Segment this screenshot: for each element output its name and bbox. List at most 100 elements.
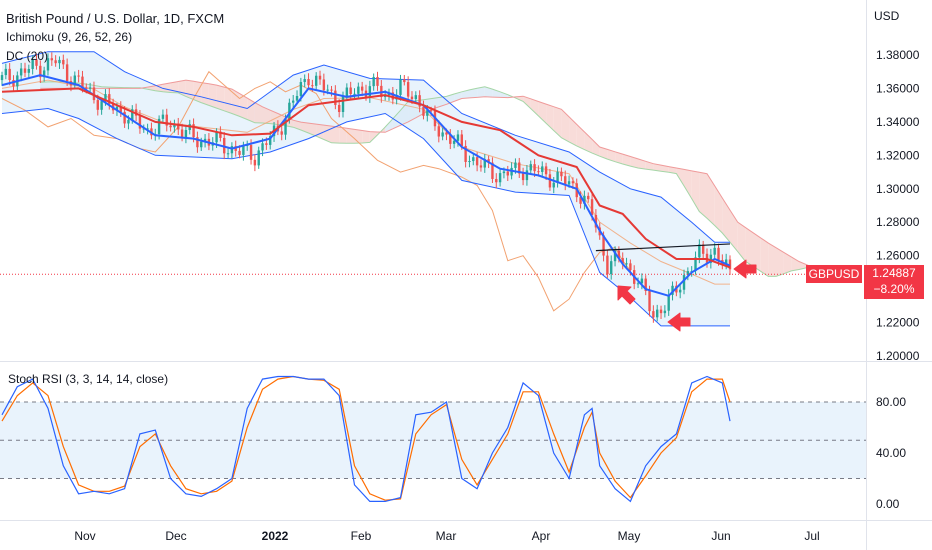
candle-body — [590, 199, 594, 215]
donchian-upper — [1, 51, 730, 243]
cloud-segment — [760, 237, 769, 277]
candle-body — [326, 89, 329, 91]
stoch-tick-label: 80.00 — [876, 395, 906, 409]
candle-body — [437, 126, 440, 137]
candle-body — [0, 75, 4, 81]
candle-body — [368, 86, 372, 98]
cloud-segment — [753, 232, 761, 272]
candle-body — [506, 171, 509, 176]
price-tick-label: 1.34000 — [876, 115, 920, 129]
cloud-segment — [699, 172, 707, 219]
candle-body — [583, 195, 586, 204]
candle-body — [621, 258, 624, 264]
time-tick-label: Feb — [351, 529, 372, 543]
candle-body — [502, 171, 506, 174]
price-value: 1.24887 — [872, 266, 916, 280]
candle-body — [713, 247, 716, 255]
candle-body — [357, 86, 360, 94]
ichimoku-legend[interactable]: Ichimoku (9, 26, 52, 26) — [6, 30, 133, 44]
candle-body — [452, 140, 456, 144]
candle-body — [142, 128, 145, 130]
candle-body — [652, 311, 655, 318]
cloud-segment — [599, 147, 608, 160]
candle-body — [12, 80, 15, 87]
cloud-segment — [569, 116, 577, 146]
cloud-segment — [331, 126, 340, 144]
candle-body — [242, 145, 245, 155]
candle-body — [717, 247, 720, 260]
time-tick-label: Jul — [804, 529, 819, 543]
cloud-segment — [316, 124, 324, 140]
candle-body — [594, 214, 598, 228]
cloud-segment — [584, 131, 593, 154]
candle-body — [341, 96, 345, 113]
candle-body — [372, 76, 375, 87]
candle-body — [418, 95, 421, 107]
cloud-segment — [239, 93, 248, 120]
candle-body — [399, 79, 402, 95]
candle-body — [483, 159, 486, 168]
candle-body — [311, 85, 314, 87]
candle-body — [560, 171, 563, 177]
candle-body — [629, 263, 632, 271]
candle-body — [314, 75, 318, 86]
candle-body — [165, 114, 168, 126]
price-change: −8.20% — [873, 282, 915, 296]
stoch-tick-label: 40.00 — [876, 446, 906, 460]
candle-body — [42, 70, 46, 78]
candle-body — [410, 96, 414, 100]
cloud-segment — [676, 168, 684, 186]
candle-body — [138, 115, 142, 129]
candle-body — [491, 162, 494, 179]
candle-body — [345, 87, 349, 97]
cloud-segment — [783, 252, 792, 274]
candle-body — [200, 141, 203, 148]
symbol-title[interactable]: British Pound / U.S. Dollar, 1D, FXCM — [6, 11, 225, 26]
time-tick-label: 2022 — [262, 529, 289, 543]
candle-body — [468, 161, 471, 163]
cloud-segment — [592, 139, 600, 157]
candle-body — [610, 261, 613, 275]
candle-body — [73, 75, 76, 86]
cloud-segment — [546, 104, 554, 131]
candle-body — [92, 87, 96, 101]
candle-body — [88, 87, 92, 89]
annotation-arrow — [667, 312, 691, 332]
cloud-segment — [208, 83, 217, 109]
candle-body — [27, 68, 31, 73]
candle-body — [307, 79, 310, 86]
candle-body — [640, 278, 644, 284]
candle-body — [35, 59, 38, 66]
candle-body — [127, 119, 130, 124]
cloud-segment — [638, 158, 646, 170]
cloud-segment — [369, 131, 378, 143]
candle-body — [525, 170, 529, 181]
base-line — [1, 87, 731, 269]
cloud-segment — [707, 173, 715, 226]
candle-body — [479, 165, 483, 168]
stoch-rsi-legend[interactable]: Stoch RSI (3, 3, 14, 14, close) — [8, 372, 169, 386]
candle-body — [39, 65, 42, 78]
candle-body — [449, 134, 452, 144]
donchian-legend[interactable]: DC (20) — [6, 49, 49, 63]
cloud-segment — [799, 261, 807, 270]
candle-body — [54, 60, 57, 64]
candle-body — [587, 195, 590, 200]
candle-body — [337, 104, 341, 113]
cloud-segment — [270, 110, 278, 125]
candle-body — [219, 131, 222, 138]
cloud-segment — [561, 109, 570, 142]
candle-body — [414, 95, 418, 100]
candle-body — [541, 166, 544, 172]
cloud-segment — [607, 149, 616, 162]
candle-body — [226, 153, 230, 155]
candle-body — [65, 64, 69, 82]
trendline — [595, 243, 731, 252]
candle-body — [62, 59, 65, 65]
candle-body — [123, 111, 126, 124]
candle-body — [556, 171, 559, 183]
symbol-tag: GBPUSD — [806, 265, 862, 283]
candle-body — [659, 309, 663, 314]
